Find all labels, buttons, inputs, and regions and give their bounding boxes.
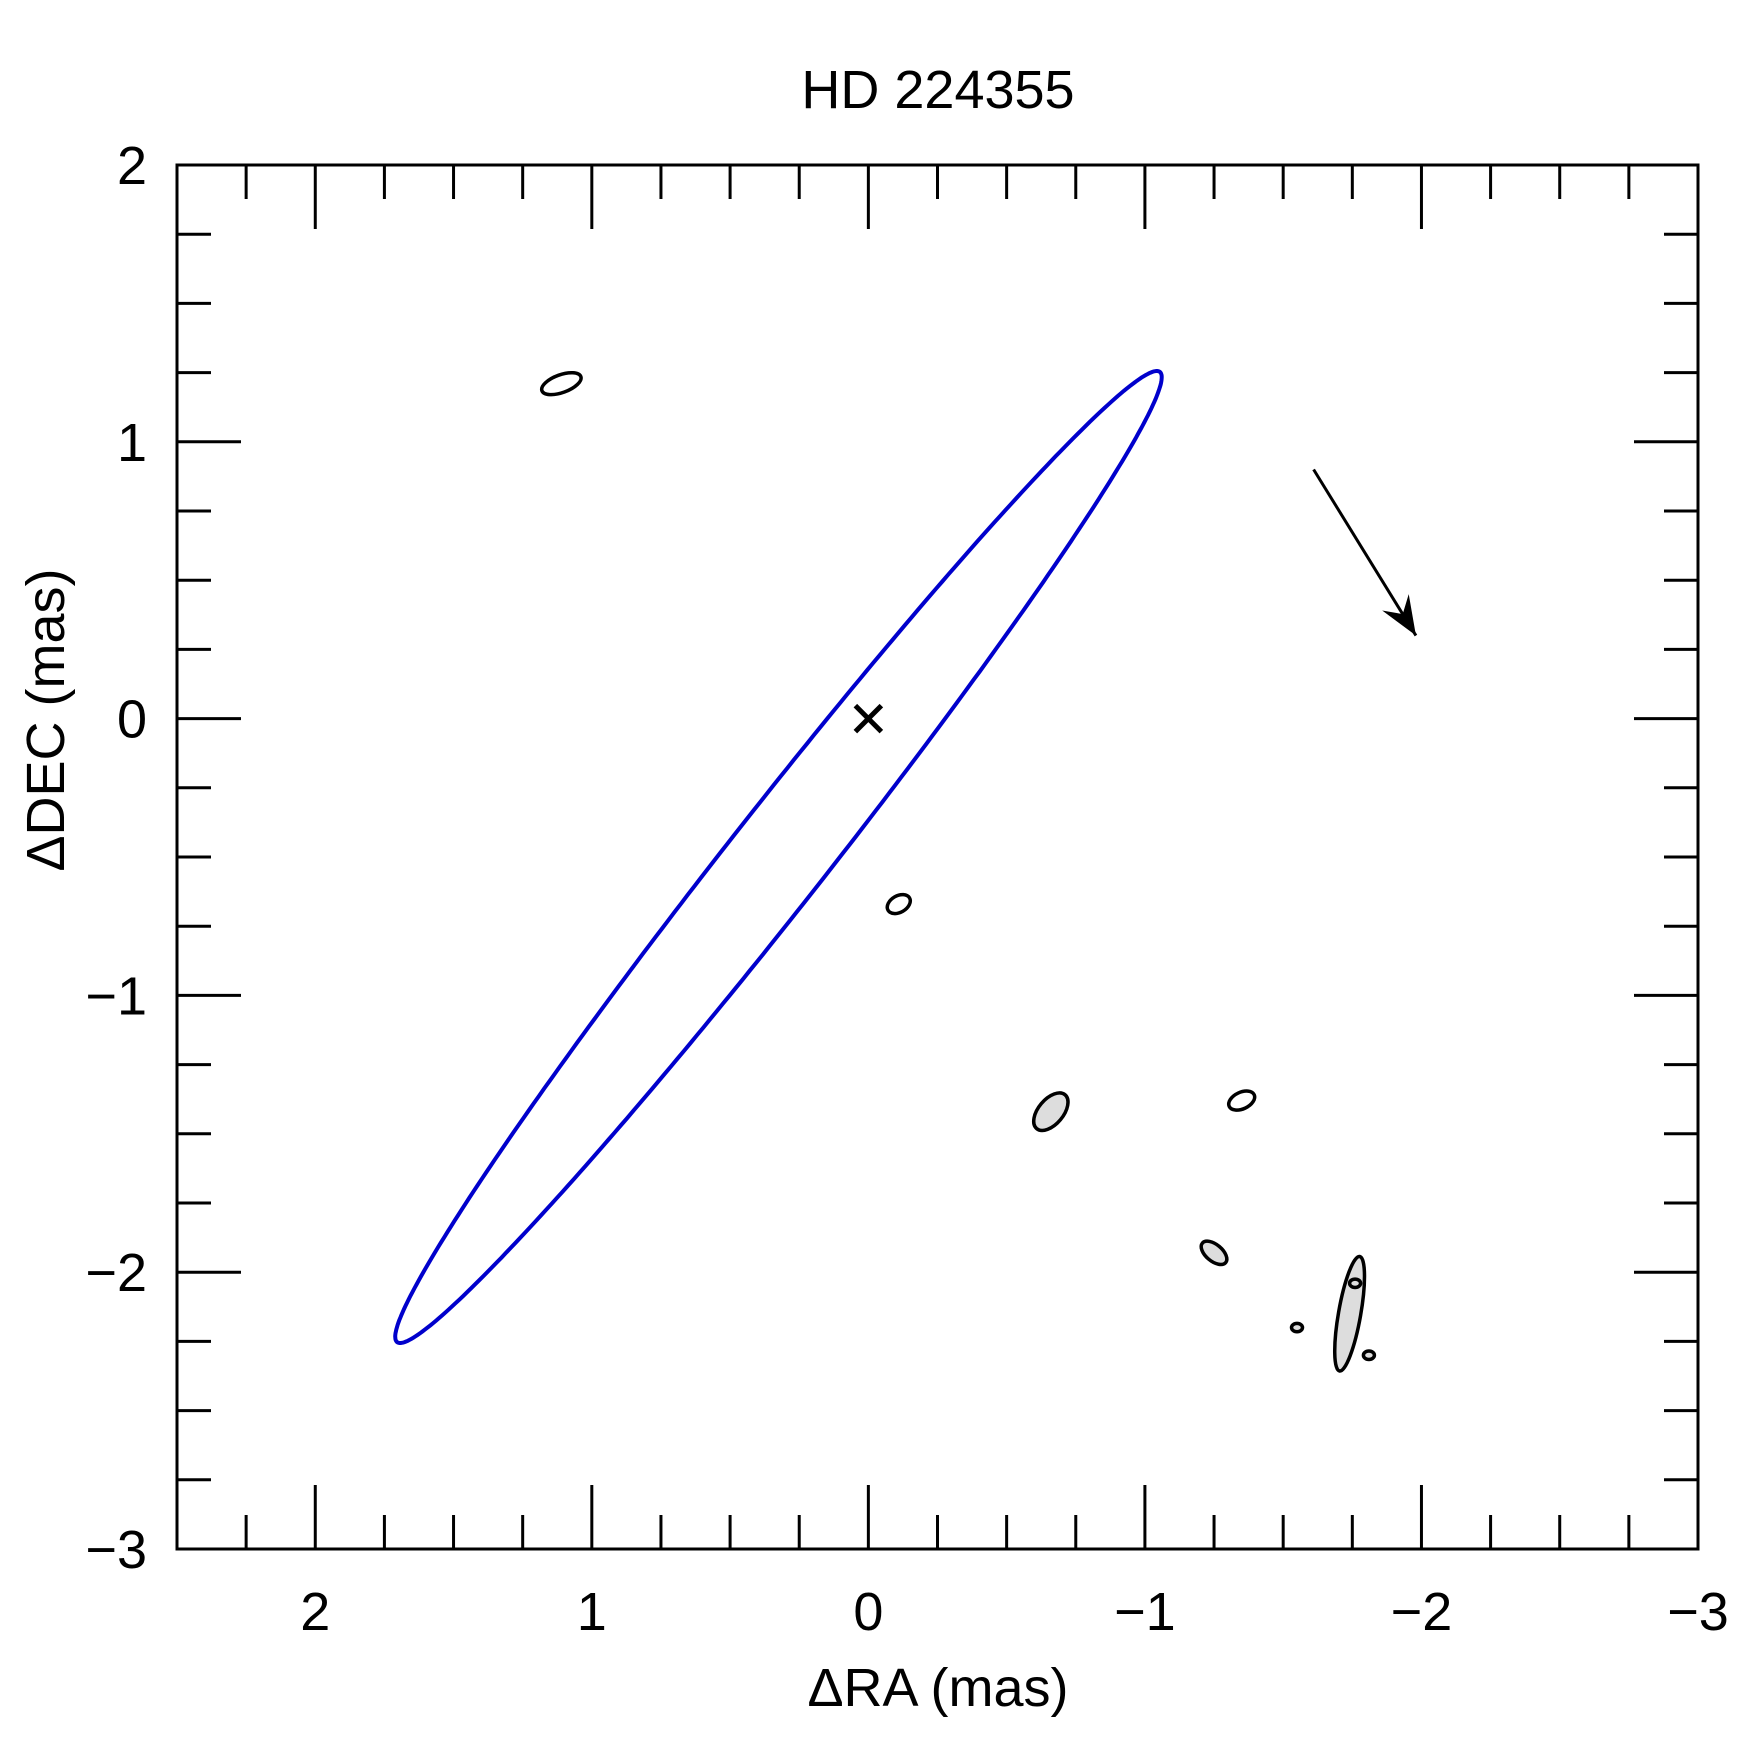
y-tick-label: 2	[117, 136, 147, 196]
x-tick-label: −3	[1667, 1582, 1729, 1642]
measurement-ellipse	[539, 370, 583, 397]
direction-arrow	[1312, 468, 1418, 637]
chart-title: HD 224355	[801, 60, 1074, 120]
x-tick-label: 2	[300, 1582, 330, 1642]
x-tick-label: −1	[1114, 1582, 1176, 1642]
plot-area: 2 1 0 −1 −2 −3 2 1 0 −1 −2 −3	[85, 136, 1728, 1642]
y-tick-label: −1	[85, 966, 147, 1026]
y-tick-label: 0	[117, 690, 147, 750]
y-tick-label: −2	[85, 1243, 147, 1303]
y-axis-label: ΔDEC (mas)	[16, 568, 76, 871]
x-tick-label: −2	[1391, 1582, 1453, 1642]
measurement-ellipse	[1361, 1349, 1377, 1362]
x-axis-label: ΔRA (mas)	[807, 1658, 1068, 1718]
x-tick-label: 1	[577, 1582, 607, 1642]
x-tick-label: 0	[853, 1582, 883, 1642]
y-tick-label: 1	[117, 413, 147, 473]
measurement-ellipse	[885, 892, 913, 916]
measurement-ellipse	[1199, 1239, 1229, 1267]
y-tick-label: −3	[85, 1520, 147, 1580]
measurement-ellipse	[1031, 1091, 1070, 1133]
measurement-ellipse	[1289, 1321, 1305, 1334]
primary-star-marker	[853, 703, 884, 734]
orbit-curve	[393, 369, 1164, 1345]
arrow-shaft	[1312, 468, 1418, 637]
measurement-ellipse	[1226, 1089, 1257, 1112]
primary-marker-stroke	[853, 703, 884, 734]
arrow-head	[1382, 594, 1416, 636]
measurement-ellipse	[1347, 1277, 1363, 1290]
